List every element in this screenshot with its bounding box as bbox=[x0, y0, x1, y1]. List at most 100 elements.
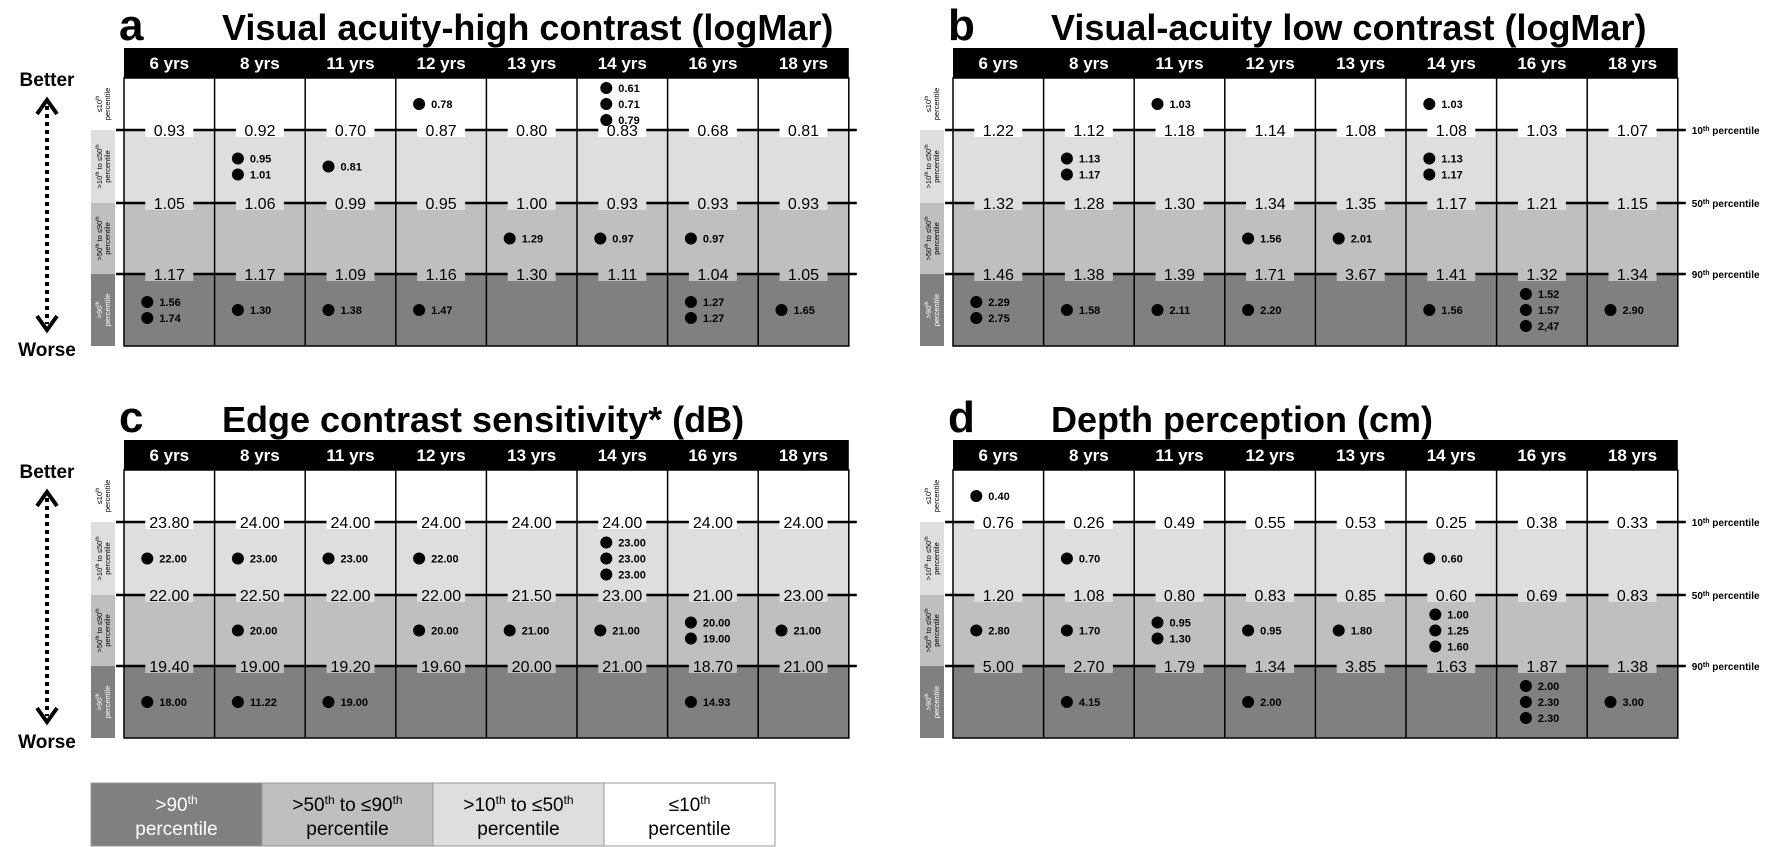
threshold-value: 19.00 bbox=[240, 659, 280, 676]
threshold-value: 1.79 bbox=[1164, 659, 1195, 676]
data-point-label: 14.93 bbox=[703, 697, 731, 709]
data-point-label: 19.00 bbox=[703, 634, 731, 646]
threshold-value: 1.87 bbox=[1526, 659, 1557, 676]
arrow-down-icon bbox=[35, 314, 59, 334]
data-point-label: 0.97 bbox=[703, 234, 724, 246]
threshold-value: 1.08 bbox=[1436, 123, 1467, 140]
year-header: 8 yrs bbox=[240, 446, 280, 465]
band-label-box bbox=[920, 666, 944, 738]
data-point-label: 19.00 bbox=[341, 697, 369, 709]
threshold-value: 0.93 bbox=[154, 123, 185, 140]
data-point bbox=[1429, 608, 1442, 621]
data-point bbox=[1060, 552, 1073, 565]
threshold-label-bg bbox=[235, 123, 284, 137]
arrow-down-icon bbox=[35, 706, 59, 726]
threshold-label-bg bbox=[326, 267, 375, 281]
data-point-label: 0.95 bbox=[1260, 626, 1281, 638]
band-label: ≤10th percentile bbox=[924, 88, 941, 121]
threshold-value: 24.00 bbox=[330, 515, 370, 532]
threshold-label-bg bbox=[1517, 515, 1566, 529]
data-point-label: 0.95 bbox=[1170, 618, 1191, 630]
threshold-value: 0.83 bbox=[1255, 588, 1286, 605]
threshold-label-bg bbox=[1064, 196, 1113, 210]
threshold-label-bg bbox=[598, 196, 647, 210]
data-point-label: 23.00 bbox=[618, 538, 646, 550]
data-point-label: 1.57 bbox=[1538, 305, 1559, 317]
band-label: ≤10th percentile bbox=[924, 480, 941, 513]
panel-title: Visual-acuity low contrast (logMar) bbox=[1051, 7, 1646, 48]
data-point bbox=[600, 114, 613, 126]
year-header: 11 yrs bbox=[326, 446, 374, 465]
threshold-value: 0.93 bbox=[697, 196, 728, 213]
threshold-label-bg bbox=[1246, 196, 1295, 210]
band-label-text: percentile bbox=[932, 614, 941, 647]
data-point bbox=[141, 312, 154, 324]
band-label-text: percentile bbox=[932, 88, 941, 121]
data-point-label: 1.27 bbox=[703, 297, 724, 309]
arrow-up-icon bbox=[35, 488, 59, 508]
threshold-label-bg bbox=[1246, 659, 1295, 673]
data-point-label: 18.00 bbox=[159, 697, 187, 709]
threshold-label-bg bbox=[145, 659, 194, 673]
threshold-label-bg bbox=[1608, 196, 1657, 210]
band-label-text: ≤10th bbox=[924, 487, 933, 504]
threshold-value: 1.05 bbox=[788, 267, 819, 284]
year-header: 11 yrs bbox=[1155, 54, 1203, 73]
data-point-label: 11.22 bbox=[250, 697, 277, 709]
threshold-value: 1.08 bbox=[1073, 588, 1104, 605]
year-header: 6 yrs bbox=[978, 54, 1018, 73]
threshold-value: 0.26 bbox=[1073, 515, 1104, 532]
legend-label: >90th bbox=[155, 793, 197, 816]
threshold-value: 24.00 bbox=[693, 515, 733, 532]
data-point bbox=[684, 616, 697, 629]
data-point-label: 2.11 bbox=[1170, 305, 1191, 317]
data-point bbox=[1423, 552, 1436, 565]
threshold-label-bg bbox=[1155, 267, 1204, 281]
data-point bbox=[322, 552, 335, 565]
data-point-label: 1.27 bbox=[703, 313, 724, 325]
threshold-label-bg bbox=[1155, 196, 1204, 210]
threshold-label-bg bbox=[1336, 588, 1385, 602]
data-point bbox=[231, 552, 244, 565]
percentile-line-label: 10th percentile bbox=[1692, 518, 1760, 530]
band-label-text: >50th to ≤90th bbox=[95, 216, 104, 260]
band-label-text: percentile bbox=[103, 480, 112, 513]
threshold-label-bg bbox=[507, 267, 556, 281]
threshold-value: 1.71 bbox=[1255, 267, 1286, 284]
threshold-value: 1.17 bbox=[244, 267, 275, 284]
data-point-label: 1.38 bbox=[341, 305, 362, 317]
data-point bbox=[775, 624, 788, 637]
data-point-label: 0.40 bbox=[988, 491, 1009, 503]
data-point-label: 23.00 bbox=[618, 570, 646, 582]
threshold-value: 1.22 bbox=[983, 123, 1014, 140]
threshold-label-bg bbox=[974, 196, 1023, 210]
data-point bbox=[322, 160, 335, 173]
year-header: 18 yrs bbox=[1608, 54, 1657, 73]
data-point-label: 1.60 bbox=[1447, 642, 1468, 654]
data-point-label: 1.70 bbox=[1079, 626, 1100, 638]
threshold-value: 1.63 bbox=[1436, 659, 1467, 676]
data-point bbox=[1429, 624, 1442, 637]
year-header: 18 yrs bbox=[779, 54, 828, 73]
threshold-label-bg bbox=[326, 515, 375, 529]
year-header: 13 yrs bbox=[507, 446, 556, 465]
data-point bbox=[1332, 624, 1345, 637]
threshold-value: 5.00 bbox=[983, 659, 1014, 676]
header-bar bbox=[124, 48, 849, 78]
data-point bbox=[775, 304, 788, 316]
data-point-label: 1.17 bbox=[1079, 170, 1100, 182]
data-point bbox=[503, 232, 516, 245]
threshold-label-bg bbox=[1336, 515, 1385, 529]
threshold-label-bg bbox=[779, 659, 828, 673]
data-point-label: 23.00 bbox=[618, 554, 646, 566]
band-label-box bbox=[91, 470, 115, 522]
threshold-label-bg bbox=[1427, 588, 1476, 602]
threshold-label-bg bbox=[688, 123, 737, 137]
legend: >90th percentile >50th to ≤90th percentile >… bbox=[90, 782, 776, 847]
band-label-text: ≤10th bbox=[95, 487, 104, 504]
threshold-label-bg bbox=[417, 267, 466, 281]
threshold-value: 0.87 bbox=[426, 123, 457, 140]
threshold-label-bg bbox=[417, 588, 466, 602]
data-point-label: 2.00 bbox=[1538, 681, 1559, 693]
